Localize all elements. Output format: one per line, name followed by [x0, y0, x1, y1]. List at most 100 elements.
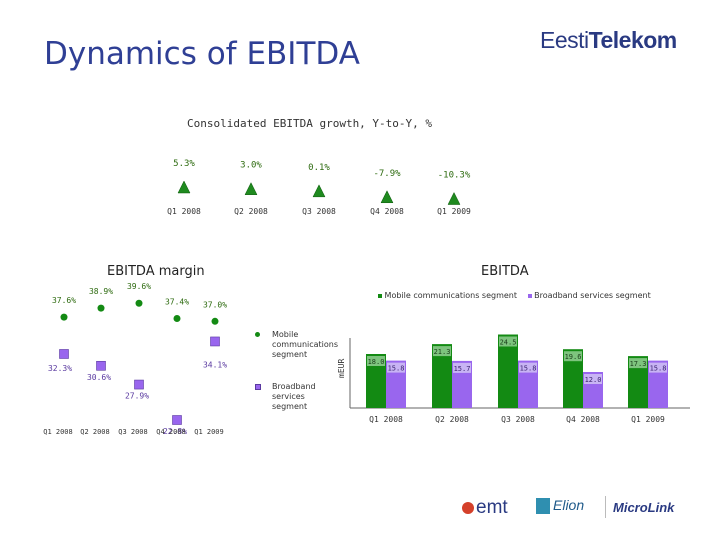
margin-x-tick-label: Q4 2008 — [156, 428, 186, 436]
ebitda-broadband-value-label: 15.8 — [520, 365, 537, 373]
growth-triangle-marker — [380, 190, 394, 204]
margin-broadband-label: 34.1% — [203, 360, 227, 369]
ebitda-x-tick-label: Q2 2008 — [435, 415, 469, 424]
ebitda-broadband-label-box — [649, 362, 667, 373]
page-title: Dynamics of EBITDA — [44, 36, 360, 72]
margin-x-tick-label: Q1 2008 — [43, 428, 73, 436]
margin-mobile-point — [211, 317, 219, 325]
emt-mark-icon — [462, 501, 474, 514]
growth-chart: 5.3% Q1 2008 3.0% Q2 2008 0.1% Q3 2008 -7.9% Q4… — [167, 159, 471, 216]
ebitda-broadband-label-box — [453, 362, 471, 373]
legend-label-broadband: Broadband services segment — [272, 382, 316, 411]
ebitda-broadband-value-label: 15.7 — [454, 365, 471, 373]
margin-mobile-label: 38.9% — [89, 287, 113, 296]
ebitda-mobile-label-box — [367, 356, 385, 366]
elion-mark-icon — [536, 498, 550, 515]
margin-mobile-label: 37.0% — [203, 300, 227, 309]
ebitda-mobile-bar — [432, 344, 452, 408]
margin-legend-item-broadband: Broadband services segment — [255, 382, 330, 412]
growth-triangle-marker — [312, 184, 326, 198]
margin-broadband-label: 30.6% — [87, 373, 111, 382]
microlink-logo: MicroLink — [613, 500, 675, 515]
ebitda-broadband-label-box — [519, 362, 537, 373]
growth-x-tick-label: Q4 2008 — [370, 207, 404, 216]
margin-broadband-label: 22.8% — [163, 427, 187, 436]
margin-mobile-point — [135, 299, 143, 307]
ebitda-mobile-label-box — [629, 358, 647, 369]
ebitda-broadband-value-label: 12.0 — [585, 376, 602, 384]
growth-data-label: 3.0% — [240, 161, 262, 171]
ebitda-x-tick-label: Q1 2008 — [369, 415, 403, 424]
ebitda-mobile-value-label: 21.3 — [434, 348, 451, 356]
legend-marker-circle-icon — [255, 332, 260, 337]
margin-broadband-point — [172, 415, 182, 425]
ebitda-legend-mobile: Mobile communications segment — [384, 291, 517, 300]
ebitda-mobile-label-box — [564, 351, 582, 362]
ebitda-x-tick-label: Q3 2008 — [501, 415, 535, 424]
ebitda-mobile-value-label: 19.6 — [565, 353, 582, 361]
margin-chart-title: EBITDA margin — [107, 264, 205, 279]
ebitda-legend: Mobile communications segment Broadband … — [378, 291, 651, 300]
margin-mobile-label: 37.6% — [52, 296, 76, 305]
elion-logo-text: Elion — [553, 497, 585, 513]
ebitda-mobile-bar — [366, 354, 386, 408]
ebitda-y-axis-label: mEUR — [337, 359, 346, 378]
growth-data-label: 0.1% — [308, 163, 330, 173]
legend-swatch-purple-icon — [527, 293, 532, 298]
growth-data-label: -10.3% — [438, 171, 471, 181]
growth-x-tick-label: Q3 2008 — [302, 207, 336, 216]
legend-marker-square-icon — [255, 384, 261, 390]
ebitda-mobile-value-label: 17.3 — [630, 360, 647, 368]
emt-logo-text: emt — [476, 497, 508, 518]
growth-triangle-marker — [177, 180, 191, 194]
margin-mobile-point — [173, 315, 181, 323]
ebitda-mobile-bar — [498, 334, 518, 408]
logo-part-telekom: Telekom — [588, 27, 678, 53]
growth-x-tick-label: Q2 2008 — [234, 207, 268, 216]
margin-x-tick-label: Q1 2009 — [194, 428, 224, 436]
ebitda-mobile-value-label: 18.0 — [368, 358, 385, 366]
legend-label-mobile: Mobile communications segment — [272, 330, 339, 359]
ebitda-broadband-value-label: 15.8 — [650, 365, 667, 373]
margin-broadband-point — [210, 336, 220, 347]
ebitda-chart-title: EBITDA — [481, 264, 529, 279]
margin-broadband-point — [96, 360, 106, 371]
emt-logo: emt — [462, 497, 508, 519]
growth-x-tick-label: Q1 2009 — [437, 207, 471, 216]
ebitda-broadband-label-box — [584, 374, 602, 384]
margin-legend-item-mobile: Mobile communications segment — [255, 330, 339, 360]
margin-chart: 37.6% 38.9% 39.6% 37.4% 37.0% 32.3% 30.6% 27.9%… — [43, 282, 227, 436]
logo-part-eesti: Eesti — [540, 27, 589, 53]
growth-data-label: -7.9% — [373, 169, 401, 179]
growth-chart-title: Consolidated EBITDA growth, Y-to-Y, % — [187, 117, 433, 130]
ebitda-broadband-label-box — [387, 362, 405, 373]
ebitda-x-tick-label: Q1 2009 — [631, 415, 665, 424]
ebitda-legend-broadband: Broadband services segment — [534, 291, 651, 300]
margin-broadband-point — [59, 349, 69, 359]
logo-divider — [605, 496, 606, 518]
margin-mobile-point — [60, 313, 68, 321]
legend-swatch-green-icon — [378, 293, 382, 298]
growth-data-label: 5.3% — [173, 159, 195, 169]
growth-triangle-marker — [447, 191, 461, 205]
margin-legend: Mobile communications segment Broadband … — [255, 330, 339, 412]
ebitda-mobile-bar — [563, 349, 583, 408]
ebitda-broadband-value-label: 15.8 — [388, 365, 405, 373]
growth-triangle-marker — [244, 182, 258, 195]
ebitda-mobile-bar — [628, 356, 648, 408]
margin-mobile-label: 37.4% — [165, 298, 189, 307]
margin-broadband-point — [134, 379, 144, 390]
margin-mobile-label: 39.6% — [127, 282, 151, 291]
elion-logo: Elion — [536, 497, 585, 515]
ebitda-x-tick-label: Q4 2008 — [566, 415, 600, 424]
margin-mobile-point — [97, 304, 105, 312]
margin-broadband-label: 27.9% — [125, 392, 149, 401]
margin-broadband-label: 32.3% — [48, 364, 72, 373]
ebitda-mobile-label-box — [499, 336, 517, 347]
ebitda-mobile-value-label: 24.5 — [500, 339, 517, 347]
margin-x-tick-label: Q2 2008 — [80, 428, 110, 436]
margin-x-tick-label: Q3 2008 — [118, 428, 148, 436]
growth-x-tick-label: Q1 2008 — [167, 207, 201, 216]
eesti-telekom-logo: EestiTelekom — [540, 27, 677, 54]
